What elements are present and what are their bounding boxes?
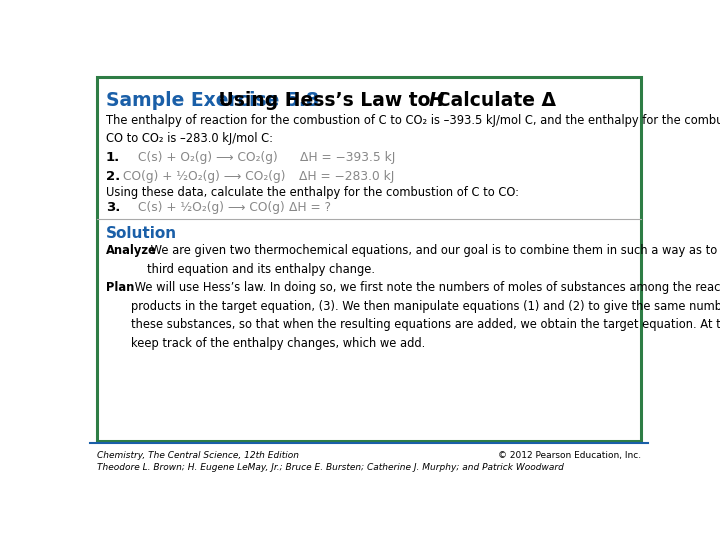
Text: ΔH = −283.0 kJ: ΔH = −283.0 kJ — [300, 170, 395, 183]
Text: Analyze: Analyze — [106, 245, 156, 258]
Text: 2.: 2. — [106, 170, 120, 183]
Text: C(s) + ½O₂(g) ⟶ CO(g): C(s) + ½O₂(g) ⟶ CO(g) — [138, 201, 284, 214]
Text: ΔH = −393.5 kJ: ΔH = −393.5 kJ — [300, 151, 395, 164]
Text: Plan: Plan — [106, 281, 134, 294]
Text: C(s) + O₂(g) ⟶ CO₂(g): C(s) + O₂(g) ⟶ CO₂(g) — [138, 151, 278, 164]
Text: ΔH = ?: ΔH = ? — [289, 201, 330, 214]
Text: © 2012 Pearson Education, Inc.: © 2012 Pearson Education, Inc. — [498, 451, 642, 460]
Text: H: H — [428, 91, 444, 110]
Text: The enthalpy of reaction for the combustion of C to CO₂ is –393.5 kJ/mol C, and : The enthalpy of reaction for the combust… — [106, 114, 720, 145]
Text: Using these data, calculate the enthalpy for the combustion of C to CO:: Using these data, calculate the enthalpy… — [106, 186, 518, 199]
Text: We will use Hess’s law. In doing so, we first note the numbers of moles of subst: We will use Hess’s law. In doing so, we … — [131, 281, 720, 349]
Text: Solution: Solution — [106, 226, 176, 241]
Text: 1.: 1. — [106, 151, 120, 164]
Text: Sample Exercise 5.8: Sample Exercise 5.8 — [106, 91, 318, 110]
Text: We are given two thermochemical equations, and our goal is to combine them in su: We are given two thermochemical equation… — [148, 245, 720, 276]
Text: 3.: 3. — [106, 201, 120, 214]
Bar — [96, 77, 642, 441]
Text: Chemistry, The Central Science, 12th Edition
Theodore L. Brown; H. Eugene LeMay,: Chemistry, The Central Science, 12th Edi… — [96, 451, 564, 472]
Text: Using Hess’s Law to Calculate Δ: Using Hess’s Law to Calculate Δ — [212, 91, 556, 110]
Text: CO(g) + ½O₂(g) ⟶ CO₂(g): CO(g) + ½O₂(g) ⟶ CO₂(g) — [124, 170, 286, 183]
